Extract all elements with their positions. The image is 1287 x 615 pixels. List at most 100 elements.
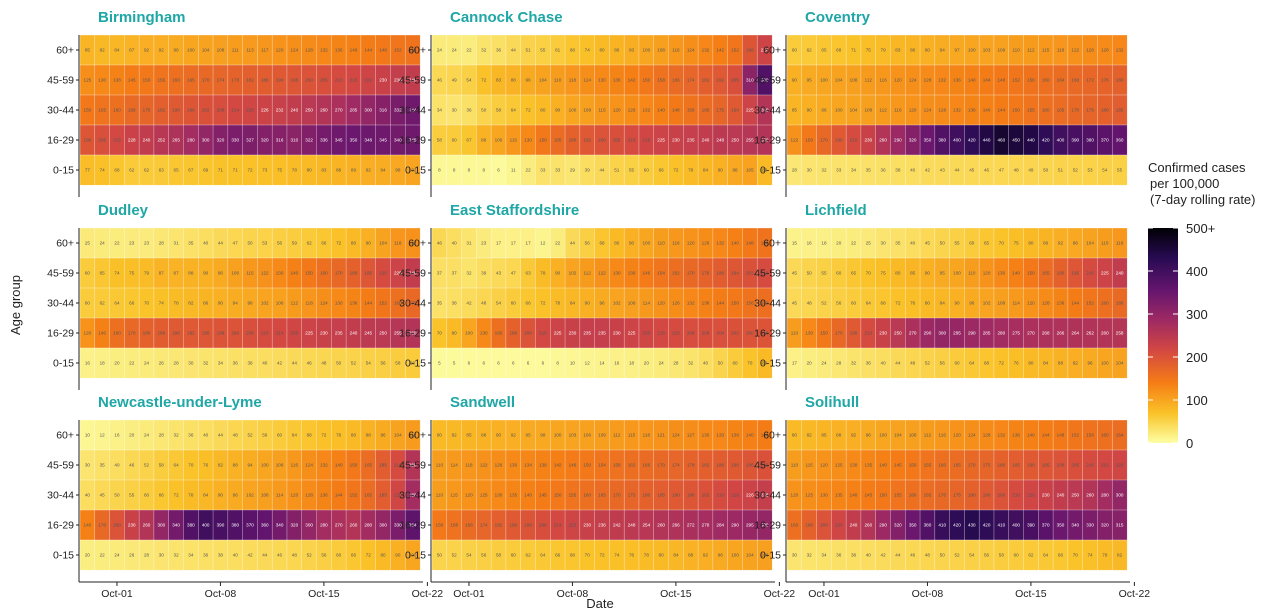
y-tick-label: 0-15 (760, 165, 781, 177)
y-tick-label: 30-44 (47, 490, 74, 502)
cell-label: 230 (583, 523, 591, 528)
cell-label: 58 (496, 108, 502, 113)
panel-dudley: Dudley 25 24 22 23 23 28 31 35 40 44 47 50 53 56 59 62 66… (47, 202, 421, 390)
cell-label: 44 (218, 241, 224, 246)
cell-label: 80 (437, 433, 443, 438)
cell-label: 5 (453, 361, 456, 366)
cell-label: 136 (320, 493, 328, 498)
cell-label: 162 (761, 301, 769, 306)
cell-label: 83 (321, 168, 327, 173)
cell-label: 100 (409, 553, 417, 558)
cell-label: 102 (983, 301, 991, 306)
cell-label: 270 (335, 108, 343, 113)
cell-label: 53 (262, 241, 268, 246)
cell-label: 20 (114, 361, 120, 366)
cell-label: 144 (983, 78, 991, 83)
cell-label: 98 (247, 301, 253, 306)
cell-label: 100 (968, 48, 976, 53)
cell-label: 220 (394, 493, 402, 498)
cell-label: 116 (939, 433, 947, 438)
cell-label: 136 (968, 108, 976, 113)
cell-label: 94 (247, 463, 253, 468)
cell-label: 24 (114, 553, 120, 558)
cell-label: 130 (850, 463, 858, 468)
cell-label: 120 (1027, 301, 1035, 306)
cell-label: 226 (261, 108, 269, 113)
cell-label: 138 (113, 78, 121, 83)
cell-label: 60 (836, 271, 842, 276)
cell-label: 100 (187, 48, 195, 53)
cell-label: 48 (910, 361, 916, 366)
cell-label: 162 (628, 463, 636, 468)
cell-label: 88 (688, 553, 694, 558)
cell-label: 336 (320, 138, 328, 143)
cell-label: 400 (1012, 523, 1020, 528)
cell-label: 148 (998, 78, 1006, 83)
cell-label: 8 (438, 168, 441, 173)
cell-label: 54 (466, 553, 472, 558)
cell-label: 115 (246, 271, 254, 276)
cell-label: 176 (1101, 78, 1109, 83)
cell-label: 17 (526, 241, 532, 246)
cell-label: 64 (174, 463, 180, 468)
cell-label: 100 (569, 108, 577, 113)
cell-label: 380 (1086, 138, 1094, 143)
cell-label: 260 (879, 138, 887, 143)
cell-label: 60 (792, 48, 798, 53)
x-tick-label: Oct-08 (912, 588, 944, 600)
cell-label: 6 (468, 361, 471, 366)
cell-label: 155 (894, 493, 902, 498)
y-tick-label: 16-29 (47, 328, 74, 340)
cell-label: 420 (983, 523, 991, 528)
cell-label: 258 (1116, 331, 1124, 336)
cell-label: 86 (614, 48, 620, 53)
cell-label: 175 (628, 493, 636, 498)
y-tick-label: 30-44 (754, 105, 781, 117)
cell-label: 140 (983, 108, 991, 113)
cell-label: 79 (144, 271, 150, 276)
cell-label: 205 (98, 138, 106, 143)
cell-label: 90 (925, 271, 931, 276)
cell-label: 60 (644, 168, 650, 173)
cell-label: 170 (657, 463, 665, 468)
cell-label: 64 (292, 433, 298, 438)
cell-label: 88 (233, 463, 239, 468)
cell-label: 72 (174, 493, 180, 498)
cell-label: 140 (84, 523, 92, 528)
cell-label: 88 (366, 433, 372, 438)
cell-label: 20 (807, 361, 813, 366)
cell-label: 93 (629, 48, 635, 53)
cell-label: 35 (895, 241, 901, 246)
cell-label: 400 (202, 523, 210, 528)
cell-label: 11 (511, 168, 516, 173)
cell-label: 104 (1086, 241, 1094, 246)
cell-label: 96 (233, 493, 239, 498)
cell-label: 110 (1012, 48, 1020, 53)
cell-label: 66 (129, 301, 135, 306)
cell-label: 49 (1028, 168, 1034, 173)
cell-label: 140 (850, 493, 858, 498)
cell-label: 90 (585, 301, 591, 306)
cell-label: 235 (335, 331, 343, 336)
cell-label: 210 (1086, 271, 1094, 276)
cell-label: 28 (673, 361, 679, 366)
cell-label: 130 (276, 271, 284, 276)
cell-label: 185 (1012, 463, 1020, 468)
y-tick-label: 45-59 (47, 268, 74, 280)
cell-label: 340 (276, 523, 284, 528)
y-tick-label: 16-29 (754, 135, 781, 147)
cell-label: 150 (436, 523, 444, 528)
y-tick-label: 30-44 (399, 490, 426, 502)
cell-label: 114 (451, 463, 459, 468)
panel-newcastle-under-lyme: Newcastle-under-Lyme 10 12 16 20 24 28 32 36 40 44… (47, 394, 443, 600)
cell-label: 23 (144, 241, 150, 246)
cell-label: 152 (1086, 301, 1094, 306)
cell-label: 40 (203, 433, 209, 438)
cell-label: 84 (1043, 361, 1049, 366)
cell-label: 316 (379, 108, 387, 113)
cell-label: 160 (909, 493, 917, 498)
cell-label: 62 (100, 301, 106, 306)
cell-label: 62 (307, 241, 313, 246)
cell-label: 106 (231, 271, 239, 276)
cell-label: 85 (466, 433, 472, 438)
